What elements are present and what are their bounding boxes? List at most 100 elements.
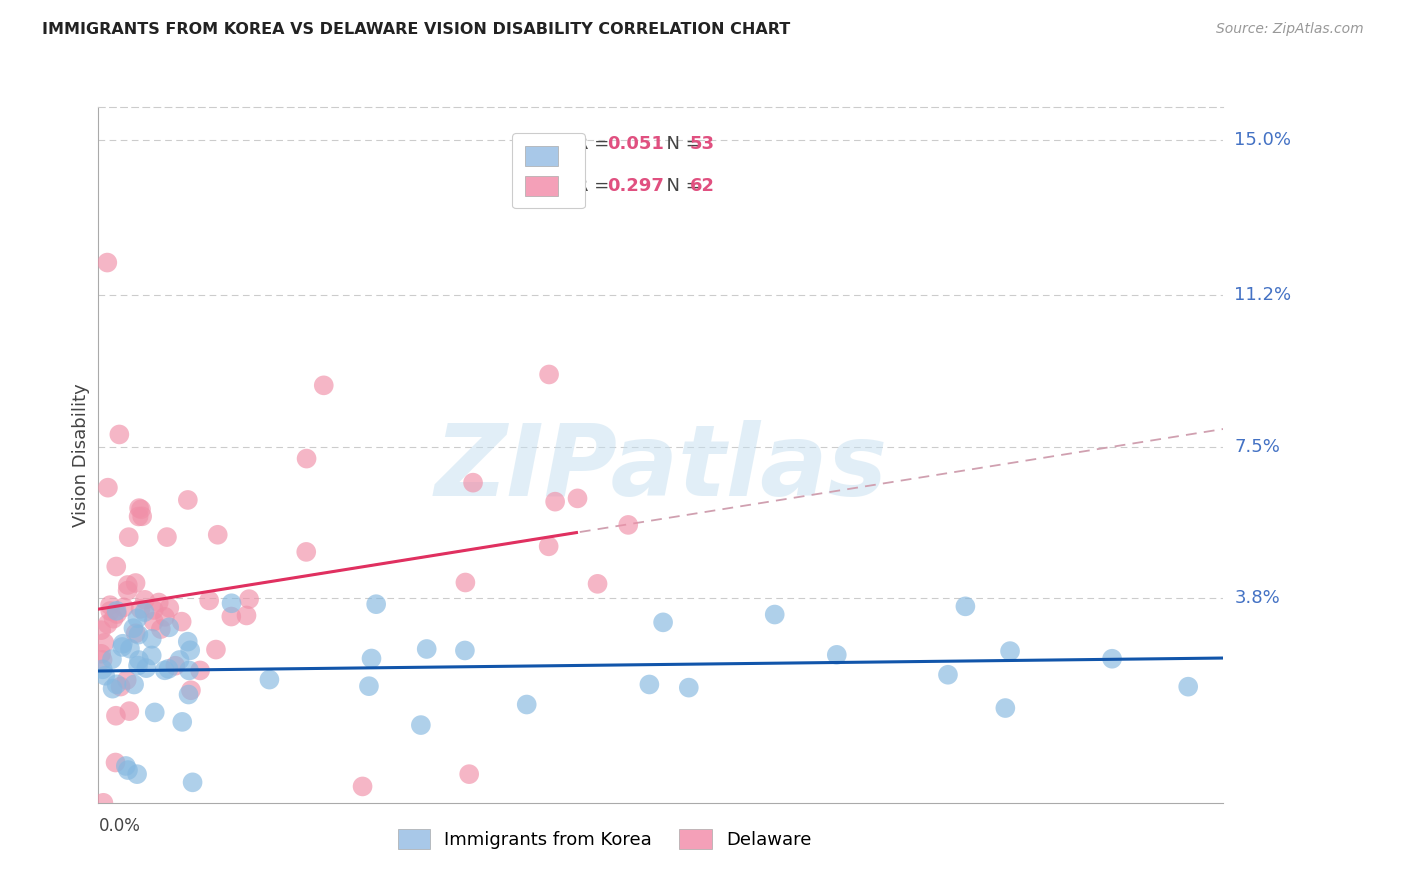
Point <box>98 598 121 612</box>
Point <box>128 653 150 667</box>
Point <box>177 492 200 507</box>
Point <box>97 481 120 495</box>
Point <box>1177 680 1199 694</box>
Point <box>127 628 149 642</box>
Point <box>110 680 132 694</box>
Point <box>409 718 432 732</box>
Point <box>97 617 120 632</box>
Point <box>142 615 165 629</box>
Point <box>172 714 194 729</box>
Point <box>108 427 131 442</box>
Text: ZIPatlas: ZIPatlas <box>434 420 887 517</box>
Point <box>103 612 125 626</box>
Point <box>259 673 281 687</box>
Point <box>125 626 148 640</box>
Point <box>142 603 165 617</box>
Point <box>157 620 180 634</box>
Point <box>678 681 700 695</box>
Point <box>360 651 382 665</box>
Point <box>295 545 318 559</box>
Text: 11.2%: 11.2% <box>1234 286 1292 304</box>
Point <box>117 583 139 598</box>
Point <box>135 661 157 675</box>
Point <box>295 451 318 466</box>
Point <box>127 611 149 625</box>
Point <box>170 615 193 629</box>
Y-axis label: Vision Disability: Vision Disability <box>72 383 90 527</box>
Point <box>129 502 152 516</box>
Point <box>98 604 121 618</box>
Point <box>177 634 200 648</box>
Point <box>93 796 115 810</box>
Point <box>1101 651 1123 665</box>
Text: 15.0%: 15.0% <box>1234 131 1291 149</box>
Point <box>117 578 139 592</box>
Point <box>143 706 166 720</box>
Point <box>122 677 145 691</box>
Text: 53: 53 <box>690 135 716 153</box>
Point <box>131 509 153 524</box>
Point <box>153 610 176 624</box>
Point <box>157 601 180 615</box>
Point <box>207 528 229 542</box>
Text: 0.0%: 0.0% <box>98 817 141 835</box>
Point <box>352 780 374 794</box>
Point <box>936 667 959 681</box>
Point <box>129 602 152 616</box>
Text: N =: N = <box>655 177 707 194</box>
Point <box>179 643 201 657</box>
Point <box>180 683 202 698</box>
Text: N =: N = <box>655 135 707 153</box>
Point <box>366 597 388 611</box>
Text: R =: R = <box>576 177 616 194</box>
Point <box>652 615 675 630</box>
Point <box>148 595 170 609</box>
Point <box>105 677 128 691</box>
Text: 3.8%: 3.8% <box>1234 589 1279 607</box>
Point <box>127 767 149 781</box>
Point <box>235 608 257 623</box>
Point <box>516 698 538 712</box>
Point <box>117 763 139 777</box>
Point <box>157 662 180 676</box>
Point <box>111 640 134 654</box>
Text: 0.297: 0.297 <box>607 177 664 194</box>
Point <box>415 642 437 657</box>
Point <box>153 663 176 677</box>
Point <box>998 644 1021 658</box>
Point <box>181 775 204 789</box>
Point <box>127 658 149 673</box>
Point <box>454 643 477 657</box>
Point <box>134 605 156 619</box>
Point <box>94 669 117 683</box>
Point <box>238 592 260 607</box>
Point <box>567 491 589 506</box>
Text: 62: 62 <box>690 177 716 194</box>
Point <box>90 623 112 637</box>
Point <box>91 662 114 676</box>
Text: R =: R = <box>576 135 616 153</box>
Text: IMMIGRANTS FROM KOREA VS DELAWARE VISION DISABILITY CORRELATION CHART: IMMIGRANTS FROM KOREA VS DELAWARE VISION… <box>42 22 790 37</box>
Point <box>124 576 146 591</box>
Point <box>994 701 1017 715</box>
Point <box>357 679 380 693</box>
Point <box>115 673 138 687</box>
Point <box>177 664 200 678</box>
Point <box>118 530 141 544</box>
Point <box>221 596 243 610</box>
Point <box>169 653 191 667</box>
Point <box>128 501 150 516</box>
Point <box>105 607 128 621</box>
Point <box>101 652 124 666</box>
Point <box>638 677 661 691</box>
Point <box>101 681 124 696</box>
Text: Source: ZipAtlas.com: Source: ZipAtlas.com <box>1216 22 1364 37</box>
Legend: Immigrants from Korea, Delaware: Immigrants from Korea, Delaware <box>391 822 818 856</box>
Point <box>104 756 127 770</box>
Point <box>141 648 163 663</box>
Point <box>141 632 163 646</box>
Point <box>105 559 128 574</box>
Point <box>115 759 138 773</box>
Point <box>586 577 609 591</box>
Point <box>105 604 128 618</box>
